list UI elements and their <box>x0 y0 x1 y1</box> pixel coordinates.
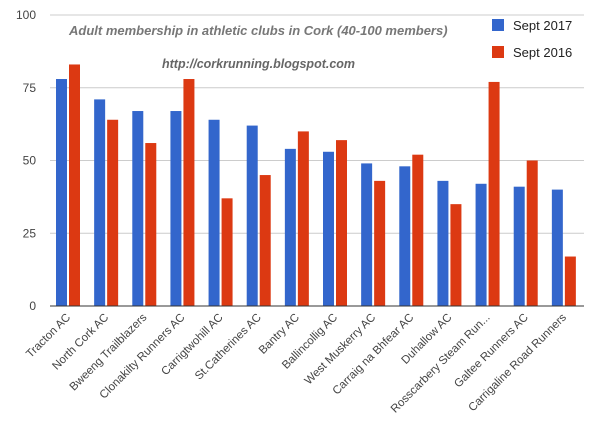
bar-sept-2016 <box>412 154 424 306</box>
bar-sept-2016 <box>107 119 119 306</box>
bar-sept-2016 <box>374 180 386 306</box>
bar-sept-2017 <box>323 151 334 306</box>
bar-sept-2016 <box>450 204 462 306</box>
legend-label-sept-2017: Sept 2017 <box>513 18 572 33</box>
bar-sept-2017 <box>284 148 296 306</box>
y-tick-label: 75 <box>23 81 37 95</box>
bar-sept-2017 <box>56 79 67 307</box>
y-tick-label: 25 <box>23 226 37 240</box>
chart-title: Adult membership in athletic clubs in Co… <box>68 23 448 38</box>
legend-label-sept-2016: Sept 2016 <box>513 45 572 60</box>
bar-sept-2016 <box>145 143 157 306</box>
y-tick-label: 0 <box>29 299 36 313</box>
y-tick-labels: 0 25 50 75 100 <box>16 8 36 313</box>
bar-sept-2016 <box>488 81 500 307</box>
bar-sept-2016 <box>221 198 233 306</box>
bar-sept-2017 <box>475 183 487 306</box>
bar-sept-2017 <box>132 111 144 306</box>
bar-sept-2016 <box>564 256 576 306</box>
y-tick-label: 100 <box>16 8 36 22</box>
x-tick-label: St.Catherines AC <box>193 312 264 383</box>
bar-sept-2017 <box>513 186 525 306</box>
x-tick-label: West Muskerry AC <box>303 312 379 388</box>
y-tick-label: 50 <box>23 154 37 168</box>
bar-sept-2016 <box>336 140 347 306</box>
bars <box>56 64 576 307</box>
bar-sept-2017 <box>170 111 182 306</box>
bar-sept-2016 <box>69 64 80 306</box>
bar-sept-2016 <box>259 175 271 306</box>
bar-sept-2017 <box>246 125 258 306</box>
bar-sept-2016 <box>183 79 195 307</box>
bar-sept-2016 <box>297 131 309 306</box>
bar-sept-2017 <box>551 189 563 306</box>
chart-subtitle: http://corkrunning.blogspot.com <box>162 57 355 71</box>
bar-sept-2016 <box>526 160 538 306</box>
legend-swatch-sept-2016 <box>492 46 504 58</box>
bar-sept-2017 <box>208 119 220 306</box>
legend: Sept 2017 Sept 2016 <box>492 18 572 60</box>
x-tick-label: Galtee Runners AC <box>452 312 531 391</box>
bar-sept-2017 <box>399 166 411 306</box>
bar-sept-2017 <box>437 180 449 306</box>
bar-sept-2017 <box>361 163 373 306</box>
bar-sept-2017 <box>94 99 106 306</box>
legend-swatch-sept-2017 <box>492 19 504 31</box>
